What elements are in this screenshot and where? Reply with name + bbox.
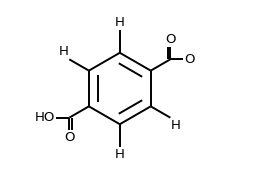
Text: H: H [115, 148, 125, 161]
Text: H: H [115, 16, 125, 29]
Text: O: O [165, 33, 176, 46]
Text: O: O [64, 131, 74, 144]
Text: H: H [59, 45, 68, 58]
Text: O: O [184, 53, 195, 66]
Text: HO: HO [35, 111, 55, 124]
Text: H: H [171, 119, 181, 132]
